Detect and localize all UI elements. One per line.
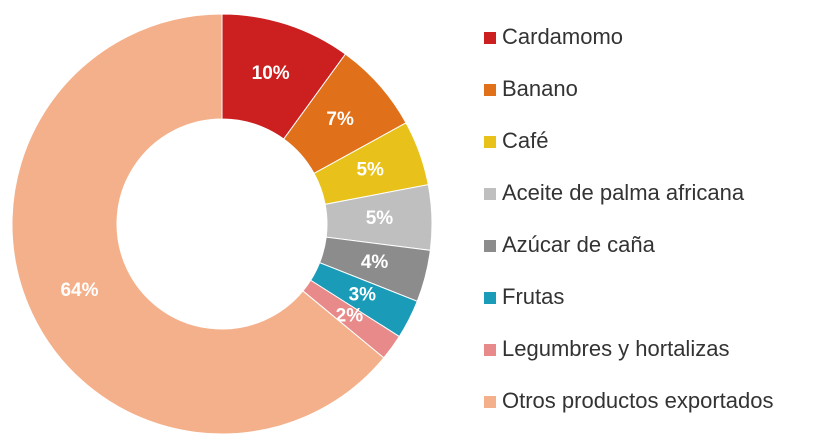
data-label: 3% (349, 285, 377, 306)
data-label: 64% (60, 280, 98, 301)
data-label: 5% (366, 208, 394, 229)
legend-label: Banano (502, 76, 578, 101)
legend-swatch (484, 84, 496, 96)
legend-label: Otros productos exportados (502, 388, 773, 413)
legend-swatch (484, 240, 496, 252)
legend-swatch (484, 292, 496, 304)
legend-label: Café (502, 128, 548, 153)
legend-label: Azúcar de caña (502, 232, 656, 257)
data-label: 4% (361, 252, 389, 273)
legend-swatch (484, 136, 496, 148)
data-label: 10% (252, 63, 290, 84)
legend-swatch (484, 344, 496, 356)
data-label: 2% (336, 306, 364, 327)
legend-label: Aceite de palma africana (502, 180, 745, 205)
data-label: 7% (326, 109, 354, 130)
legend-label: Legumbres y hortalizas (502, 336, 729, 361)
legend-label: Cardamomo (502, 24, 623, 49)
data-label: 5% (356, 160, 384, 181)
legend-swatch (484, 32, 496, 44)
legend-swatch (484, 396, 496, 408)
legend-label: Frutas (502, 284, 564, 309)
donut-segment (11, 13, 385, 435)
legend-swatch (484, 188, 496, 200)
